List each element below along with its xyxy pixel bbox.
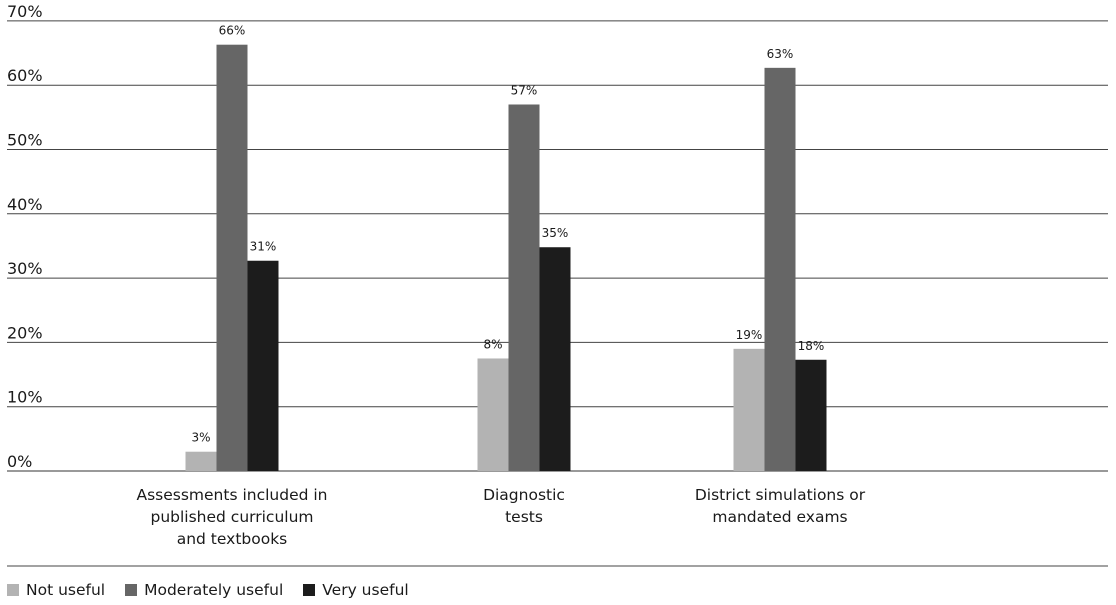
y-axis-tick-labels: 0% 10% 20% 30% 40% 50% 60% 70% bbox=[7, 2, 43, 471]
legend: Not useful Moderately useful Very useful bbox=[7, 581, 429, 599]
category-label-1: Diagnostic tests bbox=[483, 486, 565, 526]
legend-item-not-useful: Not useful bbox=[7, 581, 105, 599]
legend-label-not-useful: Not useful bbox=[26, 581, 106, 599]
data-label-series0-cat2: 19% bbox=[736, 328, 763, 342]
category-label-0-line-0: Assessments included in bbox=[136, 486, 327, 504]
y-tick-label-0: 0% bbox=[7, 452, 32, 471]
bar-series1-cat0 bbox=[216, 44, 248, 471]
y-tick-label-40: 40% bbox=[7, 195, 43, 214]
legend-item-moderately-useful: Moderately useful bbox=[125, 581, 283, 599]
y-tick-label-30: 30% bbox=[7, 259, 43, 278]
category-label-1-line-1: tests bbox=[505, 508, 543, 526]
data-labels: 3% 8% 19% 66% 57% 63% 31% 35% 18% bbox=[191, 24, 824, 445]
category-label-0-line-2: and textbooks bbox=[177, 530, 288, 548]
bars bbox=[185, 44, 827, 472]
legend-swatch-moderately-useful bbox=[125, 584, 138, 596]
x-axis-category-labels: Assessments included in published curricu… bbox=[136, 486, 865, 548]
y-tick-label-60: 60% bbox=[7, 66, 43, 85]
category-label-0-line-1: published curriculum bbox=[150, 508, 313, 526]
bar-series2-cat1 bbox=[539, 247, 571, 471]
bar-series1-cat1 bbox=[508, 104, 540, 472]
legend-label-moderately-useful: Moderately useful bbox=[144, 581, 284, 599]
legend-swatch-not-useful bbox=[7, 584, 19, 596]
bar-series0-cat2 bbox=[733, 348, 765, 471]
legend-label-very-useful: Very useful bbox=[322, 581, 409, 599]
data-label-series2-cat1: 35% bbox=[542, 226, 569, 240]
bar-series2-cat0 bbox=[247, 260, 279, 471]
y-tick-label-20: 20% bbox=[7, 323, 43, 342]
category-label-1-line-0: Diagnostic bbox=[483, 486, 565, 504]
category-label-2-line-1: mandated exams bbox=[712, 508, 847, 526]
data-label-series0-cat0: 3% bbox=[191, 431, 210, 445]
bar-series0-cat1 bbox=[477, 358, 509, 471]
bar-series2-cat2 bbox=[795, 359, 827, 471]
data-label-series1-cat2: 63% bbox=[767, 47, 794, 61]
y-tick-label-50: 50% bbox=[7, 131, 43, 150]
data-label-series1-cat0: 66% bbox=[219, 24, 246, 38]
bar-series0-cat0 bbox=[185, 451, 217, 471]
y-tick-label-10: 10% bbox=[7, 388, 43, 407]
category-label-0: Assessments included in published curricu… bbox=[136, 486, 327, 548]
data-label-series2-cat0: 31% bbox=[250, 240, 277, 254]
bar-series1-cat2 bbox=[764, 67, 796, 472]
data-label-series2-cat2: 18% bbox=[798, 339, 825, 353]
category-label-2: District simulations or mandated exams bbox=[695, 486, 866, 526]
legend-item-very-useful: Very useful bbox=[303, 581, 409, 599]
category-label-2-line-0: District simulations or bbox=[695, 486, 866, 504]
data-label-series0-cat1: 8% bbox=[483, 337, 502, 351]
gridlines bbox=[7, 20, 1108, 567]
y-tick-label-70: 70% bbox=[7, 2, 43, 21]
data-label-series1-cat1: 57% bbox=[511, 83, 538, 97]
legend-swatch-very-useful bbox=[303, 584, 316, 596]
